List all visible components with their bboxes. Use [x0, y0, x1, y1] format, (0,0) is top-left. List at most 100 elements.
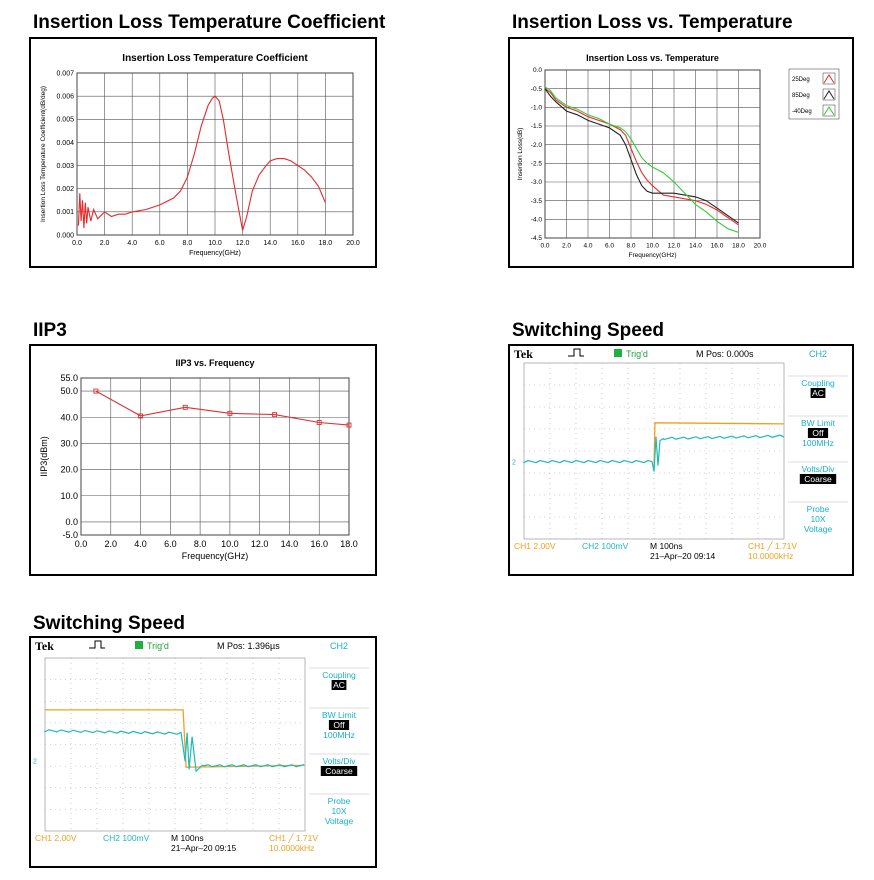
menu-label: 10X	[331, 806, 346, 816]
x-tick-label: 20.0	[346, 240, 360, 247]
menu-value-bg	[807, 428, 829, 438]
trigger-status: Trig'd	[147, 641, 169, 651]
date-time: 21–Apr–20 09:15	[171, 843, 236, 853]
ch2-ground-marker: 2	[33, 758, 37, 765]
menu-value-bg	[799, 474, 837, 484]
x-tick-label: 6.0	[155, 240, 165, 247]
x-tick-label: 14.0	[263, 240, 277, 247]
timebase: M 100ns	[650, 541, 683, 551]
y-tick-label: -1.0	[531, 105, 543, 112]
trigger-frequency: 10.0000kHz	[748, 551, 793, 561]
y-tick-label: 30.0	[60, 438, 78, 448]
x-tick-label: 14.0	[281, 539, 299, 549]
y-axis-label: Insertion Loss(dB)	[517, 128, 524, 181]
menu-value: AC	[812, 388, 824, 398]
legend-label: 85Deg	[792, 93, 810, 99]
menu-value: Coarse	[325, 766, 353, 776]
y-axis-label: Insertion Loss Temperature Coefficient(d…	[40, 86, 47, 222]
series-line-coef	[77, 95, 326, 231]
y-tick-label: -3.5	[531, 198, 543, 205]
menu-value-bg	[328, 720, 350, 730]
data-point	[93, 388, 99, 394]
chart-title: Insertion Loss Temperature Coefficient	[122, 53, 308, 64]
y-tick-label: -1.5	[531, 123, 543, 130]
menu-value-bg	[810, 388, 826, 398]
x-tick-label: 10.0	[208, 240, 222, 247]
trigger-level: CH1 ╱ 1.71V	[269, 832, 318, 844]
data-point	[346, 422, 352, 428]
chart-frame-iip3: IIP3 vs. Frequency 0.0 2.0 4.0 6.0 8.0 10.0 12.…	[29, 344, 377, 576]
chart-frame-temp-coefficient: Insertion Loss Temperature Coefficient 0.…	[29, 37, 377, 268]
x-tick-label: 2.0	[100, 240, 110, 247]
section-title-switching-speed-2: Switching Speed	[33, 613, 186, 634]
trigger-status-icon	[614, 349, 622, 357]
series-line-25Deg	[544, 88, 739, 226]
menu-label: Probe	[328, 796, 351, 806]
y-tick-label: 20.0	[60, 465, 78, 475]
acquisition-icon	[89, 640, 105, 649]
menu-label: Voltage	[325, 816, 354, 826]
y-tick-label: 55.0	[60, 373, 78, 383]
scope-frame-1: Tek Trig'd M Pos: 0.000s CH2 2 Coupling AC BW L…	[508, 344, 854, 576]
y-tick-label: 0.004	[56, 140, 74, 147]
trigger-level: CH1 ╱ 1.71V	[748, 540, 797, 552]
x-tick-label: 18.0	[732, 243, 745, 250]
horizontal-position: M Pos: 1.396µs	[217, 641, 280, 651]
ch1-waveform	[653, 422, 785, 468]
date-time: 21–Apr–20 09:14	[650, 551, 715, 561]
ch1-waveform	[45, 709, 306, 768]
x-tick-label: 8.0	[183, 240, 193, 247]
x-axis-label: Frequency(GHz)	[182, 551, 249, 561]
x-tick-label: 8.0	[626, 243, 635, 250]
x-tick-label: 10.0	[221, 539, 239, 549]
y-tick-label: -2.5	[531, 161, 543, 168]
legend-label: -40Deg	[792, 109, 812, 115]
y-tick-label: 0.007	[56, 70, 74, 77]
menu-label: Voltage	[804, 524, 833, 534]
y-tick-label: -3.0	[531, 179, 543, 186]
x-tick-label: 2.0	[562, 243, 571, 250]
plot-area	[80, 377, 350, 536]
ch1-scale: CH1 2.00V	[35, 833, 77, 843]
menu-value: Off	[812, 428, 824, 438]
menu-value: AC	[333, 680, 345, 690]
x-tick-label: 8.0	[194, 539, 207, 549]
legend-swatch	[823, 74, 835, 84]
legend-swatch-box	[822, 72, 836, 85]
menu-channel: CH2	[809, 349, 827, 359]
series-line-IIP3	[95, 390, 350, 426]
x-tick-label: 12.0	[251, 539, 269, 549]
y-tick-label: 0.003	[56, 163, 74, 170]
menu-value: Coarse	[804, 474, 832, 484]
legend-swatch	[823, 90, 835, 100]
y-tick-label: -5.0	[62, 530, 78, 540]
data-point	[138, 413, 144, 419]
x-axis-label: Frequency(GHz)	[189, 250, 241, 257]
section-title-temp-coefficient: Insertion Loss Temperature Coefficient	[33, 12, 386, 33]
section-title-iip3: IIP3	[33, 320, 67, 341]
data-point	[316, 420, 322, 425]
x-tick-label: 2.0	[105, 539, 118, 549]
ch2-ground-marker: 2	[512, 460, 516, 467]
y-tick-label: 0.0	[533, 67, 542, 74]
x-tick-label: 6.0	[605, 243, 614, 250]
ch2-scale: CH2 100mV	[582, 541, 629, 551]
x-tick-label: 0.0	[540, 243, 549, 250]
y-tick-label: 0.002	[56, 186, 74, 193]
x-axis-label: Frequency(GHz)	[628, 252, 676, 259]
x-tick-label: 18.0	[319, 240, 333, 247]
x-tick-label: 0.0	[75, 539, 88, 549]
legend-swatch-box	[822, 88, 836, 101]
y-tick-label: 50.0	[60, 386, 78, 396]
menu-label: Coupling	[801, 378, 835, 388]
graticule	[44, 657, 306, 832]
menu-label: 100MHz	[323, 730, 355, 740]
chart-il-vs-temp: Insertion Loss vs. Temperature 0.0 2.0 4.0 6…	[517, 53, 840, 259]
section-title-switching-speed-1: Switching Speed	[512, 320, 665, 341]
x-tick-label: 6.0	[164, 539, 177, 549]
y-tick-label: 0.005	[56, 117, 74, 124]
data-point	[227, 410, 233, 416]
ch2-waveform	[44, 729, 305, 773]
menu-label: Volts/Div	[322, 756, 356, 766]
menu-value-bg	[331, 680, 347, 690]
